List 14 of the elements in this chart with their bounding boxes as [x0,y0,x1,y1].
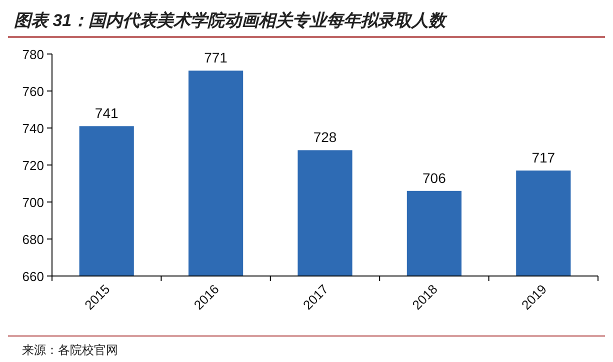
y-tick-label: 720 [22,158,44,173]
data-label: 741 [94,105,118,122]
y-tick-label: 700 [22,195,44,210]
data-label: 717 [532,150,556,166]
data-label: 706 [422,170,446,186]
y-tick-label: 660 [22,269,44,284]
y-tick-label: 760 [22,84,44,99]
y-tick-label: 740 [22,121,44,136]
source-note: 来源：各院校官网 [22,343,118,357]
data-label: 771 [204,50,228,66]
y-tick-label: 680 [22,232,44,247]
y-tick-label: 780 [22,47,44,62]
chart-title: 图表 31：国内代表美术学院动画相关专业每年拟录取人数 [14,10,448,30]
data-label: 728 [313,129,337,146]
